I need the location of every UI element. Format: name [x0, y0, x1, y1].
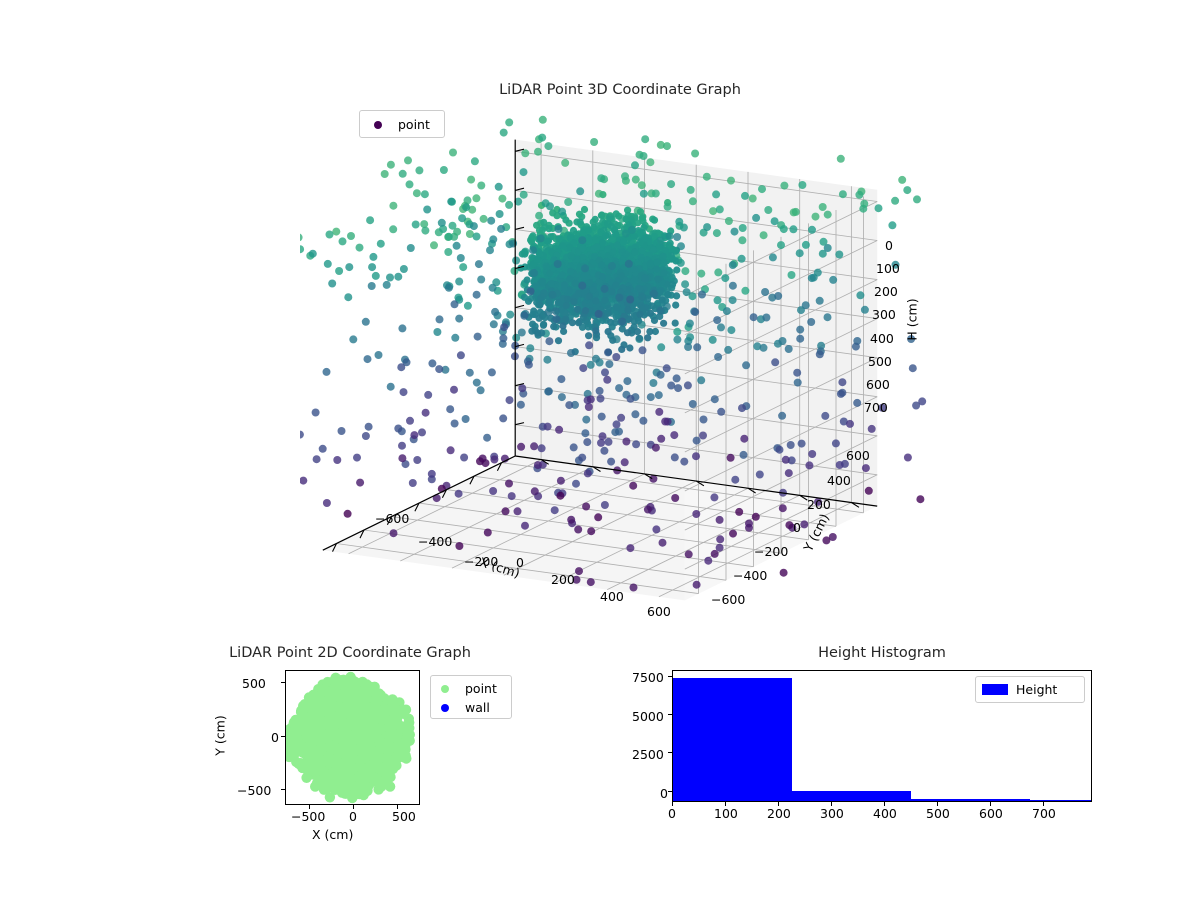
scatter2d-xtick--500: −500	[291, 809, 326, 824]
legend-label-wall: wall	[465, 700, 490, 715]
hist-xtick-600: 600	[979, 806, 1003, 821]
hist-xtick-200: 200	[767, 806, 791, 821]
scatter2d-xtickmark-0	[353, 805, 355, 809]
scatter2d-ytick-0: 0	[271, 730, 279, 745]
scatter2d-title: LiDAR Point 2D Coordinate Graph	[229, 645, 471, 661]
histogram-title: Height Histogram	[818, 645, 946, 661]
y-tick--600: −600	[711, 592, 746, 607]
hist-xtick-0: 0	[668, 806, 676, 821]
hist-ytickmark-5000	[668, 714, 672, 716]
legend-label-point: point	[398, 117, 430, 132]
hist-ytickmark-7500	[668, 676, 672, 678]
hist-xtickmark-600	[990, 802, 992, 806]
x-tick-600: 600	[647, 604, 671, 619]
hist-xtick-300: 300	[820, 806, 844, 821]
legend-label-height: Height	[1016, 682, 1058, 697]
scatter2d-axes[interactable]	[285, 670, 420, 805]
hist-ytick-5000: 5000	[632, 709, 664, 724]
scatter2d-x-axis-label: X (cm)	[312, 827, 354, 842]
y-tick--400: −400	[733, 568, 768, 583]
histogram-bar[interactable]	[673, 677, 793, 801]
scatter2d-canvas	[286, 671, 415, 804]
x-tick--200: −200	[464, 554, 499, 569]
point-marker-icon	[374, 120, 382, 129]
scatter2d-ytickmark-0	[281, 736, 285, 738]
point-marker-icon	[441, 684, 449, 693]
h-tick-700: 700	[864, 400, 888, 415]
scatter2d-y-axis-label: Y (cm)	[212, 715, 228, 756]
scatter3d-legend[interactable]: point	[359, 110, 445, 138]
hist-xtick-100: 100	[714, 806, 738, 821]
scatter2d-xtick-0: 0	[349, 809, 357, 824]
h-axis-label: H (cm)	[904, 298, 920, 341]
hist-xtickmark-300	[831, 802, 833, 806]
scatter2d-ytickmark--500	[281, 789, 285, 791]
y-tick--200: −200	[754, 544, 789, 559]
legend-item-point[interactable]: point	[437, 679, 505, 698]
x-tick--600: −600	[375, 511, 410, 526]
histogram-bar[interactable]	[911, 799, 1031, 801]
scatter2d-ytickmark-500	[281, 682, 285, 684]
scatter3d-title: LiDAR Point 3D Coordinate Graph	[499, 82, 741, 98]
legend-item-height[interactable]: Height	[982, 681, 1078, 698]
x-tick-200: 200	[551, 572, 575, 587]
hist-ytick-7500: 7500	[632, 670, 664, 685]
h-tick-200: 200	[874, 284, 898, 299]
h-tick-100: 100	[876, 261, 900, 276]
h-tick-600: 600	[866, 377, 890, 392]
y-tick-600: 600	[846, 448, 870, 463]
legend-item-wall[interactable]: wall	[437, 698, 505, 717]
hist-ytick-0: 0	[660, 786, 668, 801]
legend-item-point[interactable]: point	[368, 115, 436, 134]
hist-xtickmark-500	[937, 802, 939, 806]
x-tick--400: −400	[418, 534, 453, 549]
hist-ytickmark-0	[668, 791, 672, 793]
legend-label-point: point	[465, 681, 497, 696]
hist-xtickmark-0	[672, 802, 674, 806]
hist-xtick-500: 500	[926, 806, 950, 821]
hist-xtick-700: 700	[1032, 806, 1056, 821]
height-swatch-icon	[982, 684, 1008, 695]
hist-xtick-400: 400	[873, 806, 897, 821]
histogram-bar[interactable]	[792, 790, 912, 801]
scatter2d-xtickmark-500	[397, 805, 399, 809]
hist-xtickmark-700	[1043, 802, 1045, 806]
scatter3d-canvas	[300, 115, 927, 601]
scatter2d-ytick-500: 500	[242, 676, 266, 691]
h-tick-0: 0	[885, 238, 893, 253]
x-tick-400: 400	[600, 589, 624, 604]
scatter3d-axes[interactable]	[300, 100, 940, 630]
scatter2d-legend[interactable]: point wall	[430, 675, 512, 719]
hist-ytick-2500: 2500	[632, 747, 664, 762]
h-tick-400: 400	[870, 331, 894, 346]
x-tick-0: 0	[516, 555, 524, 570]
hist-xtickmark-100	[725, 802, 727, 806]
scatter2d-xtickmark--500	[309, 805, 311, 809]
hist-xtickmark-400	[884, 802, 886, 806]
histogram-legend[interactable]: Height	[975, 676, 1085, 703]
scatter2d-ytick--500: −500	[237, 783, 272, 798]
hist-xtickmark-200	[778, 802, 780, 806]
h-tick-300: 300	[872, 307, 896, 322]
wall-marker-icon	[441, 703, 449, 712]
y-tick-200: 200	[807, 497, 831, 512]
y-tick-400: 400	[827, 473, 851, 488]
h-tick-500: 500	[868, 354, 892, 369]
histogram-bar[interactable]	[1030, 799, 1091, 801]
scatter2d-xtick-500: 500	[392, 809, 416, 824]
hist-ytickmark-2500	[668, 752, 672, 754]
y-tick-0: 0	[793, 520, 801, 535]
